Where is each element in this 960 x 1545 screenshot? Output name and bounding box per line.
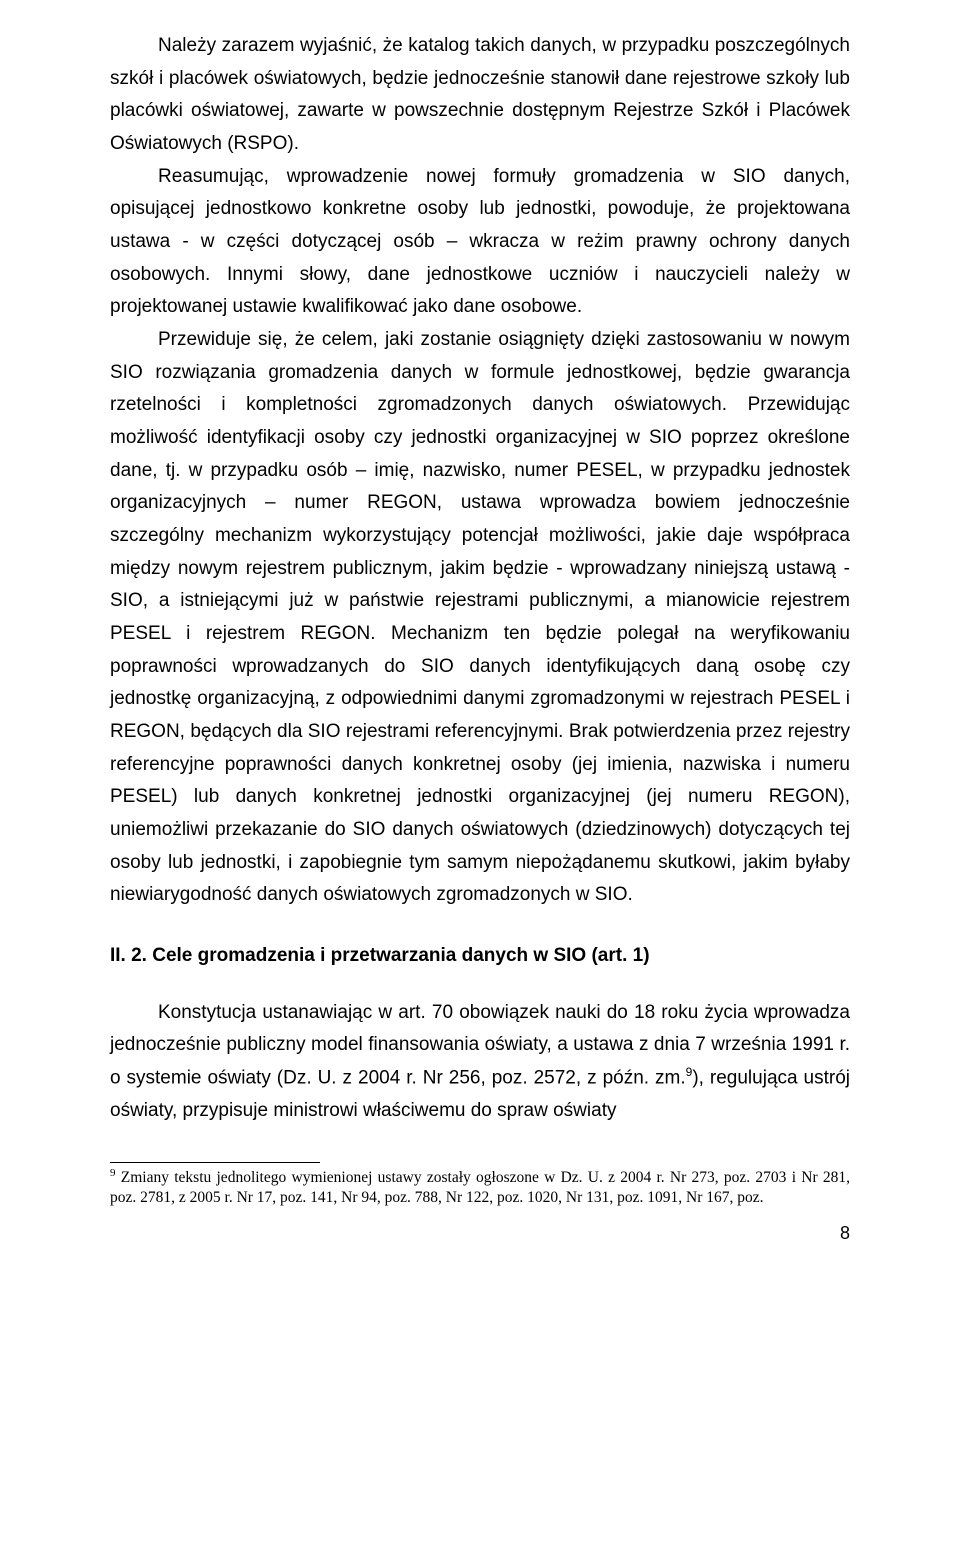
page-container: Należy zarazem wyjaśnić, że katalog taki…	[0, 0, 960, 1289]
section-heading: II. 2. Cele gromadzenia i przetwarzania …	[110, 940, 850, 973]
footnote-separator	[110, 1162, 320, 1163]
page-number: 8	[110, 1218, 850, 1249]
footnote-text: Zmiany tekstu jednolitego wymienionej us…	[110, 1169, 850, 1206]
paragraph-2: Reasumując, wprowadzenie nowej formuły g…	[110, 161, 850, 324]
footnote-9: 9 Zmiany tekstu jednolitego wymienionej …	[110, 1166, 850, 1208]
paragraph-1: Należy zarazem wyjaśnić, że katalog taki…	[110, 30, 850, 161]
paragraph-4: Konstytucja ustanawiając w art. 70 obowi…	[110, 997, 850, 1128]
paragraph-3: Przewiduje się, że celem, jaki zostanie …	[110, 324, 850, 912]
